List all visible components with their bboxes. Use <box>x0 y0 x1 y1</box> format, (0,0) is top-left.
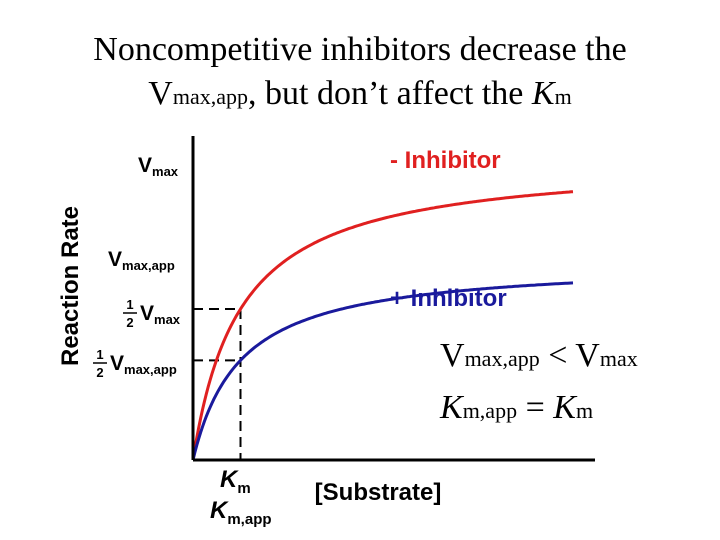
series-label-no-inhibitor: - Inhibitor <box>390 147 501 174</box>
title-k: K <box>531 75 555 112</box>
curve-with-inhibitor <box>191 281 574 461</box>
y-tick-half-vmax-app: 1 2 Vmax,app <box>93 347 177 380</box>
svg-text:1: 1 <box>96 347 103 362</box>
title-line-2: Vmax,app, but don’t affect the Km <box>0 72 720 119</box>
title-line-1: Noncompetitive inhibitors decrease the <box>93 31 627 68</box>
x-tick-km: Km <box>220 466 251 497</box>
x-axis-label: [Substrate] <box>315 479 442 506</box>
svg-text:2: 2 <box>126 315 133 330</box>
svg-text:Vmax: Vmax <box>140 302 181 327</box>
svg-text:1: 1 <box>126 297 133 312</box>
page-title: Noncompetitive inhibitors decrease the V… <box>0 28 720 119</box>
title-mid: , but don’t affect the <box>248 75 532 112</box>
y-tick-vmax: Vmax <box>138 154 179 179</box>
title-k-sub: m <box>554 84 572 109</box>
annotation-vmax-comparison: Vmax,app < Vmax <box>440 337 638 374</box>
series-label-with-inhibitor: + Inhibitor <box>390 285 507 312</box>
title-v-sub: max,app <box>172 84 248 109</box>
y-axis-label: Reaction Rate <box>57 206 84 366</box>
svg-text:Vmax,app: Vmax,app <box>110 352 177 377</box>
y-tick-half-vmax: 1 2 Vmax <box>123 297 181 330</box>
x-tick-km-app: Km,app <box>210 497 272 528</box>
y-tick-vmax-app: Vmax,app <box>108 248 175 273</box>
curve-no-inhibitor <box>191 190 574 461</box>
title-v: V <box>148 75 173 112</box>
annotation-km-equality: Km,app = Km <box>439 389 593 426</box>
svg-text:2: 2 <box>96 365 103 380</box>
